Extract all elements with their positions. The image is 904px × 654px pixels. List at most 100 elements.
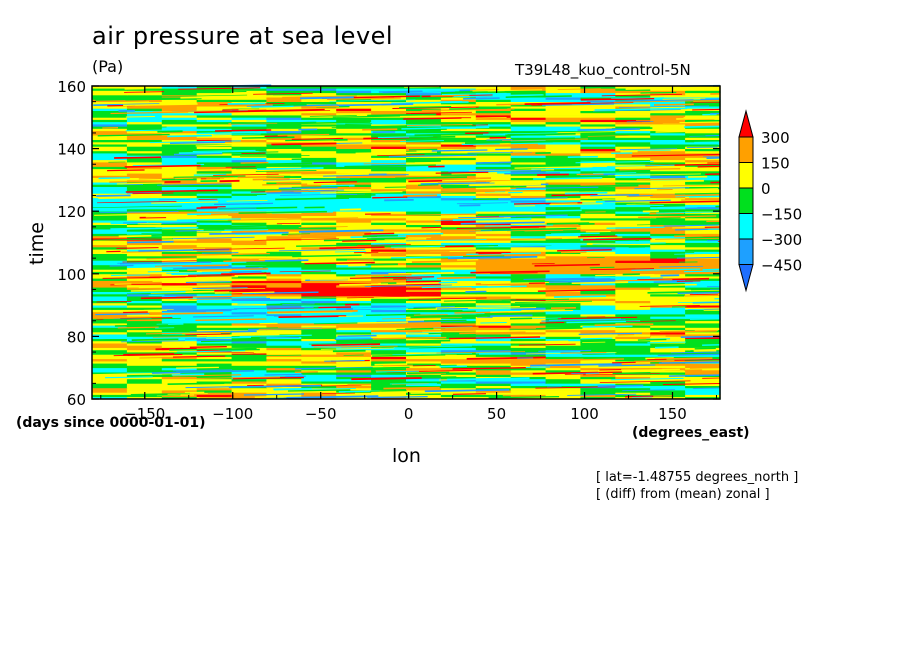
contour-streak — [134, 394, 181, 397]
heatmap-cell — [580, 226, 616, 230]
heatmap-cell — [92, 88, 128, 91]
heatmap-cell — [266, 94, 302, 98]
heatmap-cell — [231, 258, 268, 261]
dataset-label: T39L48_kuo_control-5N — [515, 61, 691, 79]
heatmap-cell — [685, 325, 721, 328]
heatmap-cell — [406, 159, 442, 163]
y-tick-label: 140 — [57, 141, 86, 159]
heatmap-cell — [685, 372, 721, 375]
contour-streak — [173, 152, 223, 156]
heatmap-cell — [580, 90, 616, 94]
heatmap-cell — [336, 171, 372, 174]
heatmap-cell — [126, 99, 163, 102]
heatmap-cell — [126, 363, 163, 366]
heatmap-cell — [231, 200, 268, 203]
contour-streak — [362, 128, 398, 131]
contour-streak — [209, 231, 289, 235]
heatmap-cell — [615, 387, 651, 391]
heatmap-cell — [231, 311, 268, 315]
heatmap-cell — [650, 137, 686, 140]
heatmap-cell — [231, 338, 268, 342]
heatmap-cell — [545, 329, 582, 333]
heatmap-cell — [301, 217, 337, 221]
contour-streak — [655, 237, 720, 240]
heatmap-cell — [371, 197, 407, 201]
heatmap-cell — [685, 251, 721, 254]
contour-streak — [490, 309, 574, 313]
heatmap-cell — [126, 211, 163, 214]
heatmap-cell — [475, 361, 512, 364]
heatmap-cell — [475, 287, 512, 290]
heatmap-cell — [196, 99, 233, 102]
heatmap-cell — [231, 171, 268, 174]
contour-streak — [408, 297, 487, 300]
heatmap-cell — [301, 280, 337, 284]
contour-streak — [530, 363, 622, 367]
heatmap-cell — [650, 271, 686, 275]
contour-streak — [201, 252, 239, 254]
heatmap-cell — [336, 255, 372, 259]
heatmap-cell — [685, 394, 721, 398]
contour-streak — [619, 105, 710, 108]
heatmap-cell — [580, 356, 616, 360]
heatmap-cell — [650, 220, 686, 223]
heatmap-cell — [92, 137, 128, 140]
contour-streak — [649, 200, 721, 204]
heatmap-cell — [266, 320, 302, 324]
heatmap-cell — [685, 188, 721, 192]
heatmap-cell — [650, 213, 686, 216]
contour-streak — [110, 274, 151, 276]
heatmap-cell — [161, 115, 198, 118]
heatmap-cell — [510, 235, 547, 239]
heatmap-cell — [615, 358, 651, 362]
heatmap-cell — [685, 94, 721, 98]
heatmap-cell — [685, 345, 721, 348]
heatmap-cell — [685, 132, 721, 136]
heatmap-cell — [615, 378, 651, 382]
heatmap-cell — [406, 305, 442, 308]
heatmap-cell — [475, 251, 512, 254]
heatmap-cell — [231, 168, 268, 172]
heatmap-cell — [406, 361, 442, 364]
heatmap-cell — [266, 200, 302, 203]
contour-streak — [447, 313, 485, 315]
contour-streak — [320, 190, 403, 194]
heatmap-cell — [301, 331, 337, 335]
contour-streak — [414, 160, 500, 164]
heatmap-cell — [196, 293, 233, 297]
heatmap-cell — [196, 247, 233, 250]
heatmap-cell — [440, 184, 477, 187]
heatmap-cell — [510, 354, 547, 357]
heatmap-cell — [336, 157, 372, 161]
heatmap-cell — [92, 298, 128, 301]
heatmap-cell — [92, 273, 128, 277]
heatmap-cell — [196, 358, 233, 362]
contour-streak — [692, 108, 721, 111]
heatmap-cell — [475, 200, 512, 203]
heatmap-cell — [475, 220, 512, 223]
heatmap-cell — [650, 378, 686, 382]
heatmap-cell — [161, 318, 198, 322]
heatmap-cell — [126, 242, 163, 246]
contour-streak — [399, 105, 452, 109]
heatmap-cell — [580, 381, 616, 384]
colorbar-segment — [738, 187, 754, 214]
heatmap-cell — [650, 155, 686, 158]
heatmap-cell — [301, 320, 337, 324]
heatmap-cell — [196, 157, 233, 161]
heatmap-cell — [336, 162, 372, 165]
heatmap-cell — [92, 345, 128, 348]
heatmap-cell — [545, 291, 582, 295]
heatmap-cell — [475, 264, 512, 268]
contour-streak — [349, 244, 411, 246]
heatmap-cell — [336, 206, 372, 210]
heatmap-cell — [161, 305, 198, 308]
heatmap-cell — [266, 193, 302, 196]
heatmap-cell — [475, 213, 512, 216]
contour-streak — [422, 89, 460, 92]
heatmap-cell — [510, 126, 547, 129]
heatmap-cell — [92, 311, 128, 315]
heatmap-cell — [615, 396, 651, 400]
heatmap-cell — [126, 153, 163, 156]
heatmap-cell — [231, 251, 268, 254]
